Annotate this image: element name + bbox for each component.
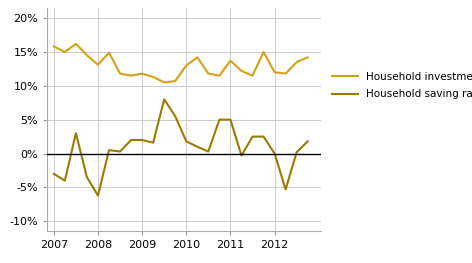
Household investment rate [305, 56, 311, 59]
Household investment rate [161, 81, 167, 84]
Household saving rate [261, 135, 266, 138]
Household investment rate [272, 71, 278, 74]
Household investment rate [106, 51, 112, 54]
Household investment rate [139, 72, 145, 75]
Legend: Household investment rate, Household saving rate: Household investment rate, Household sav… [329, 69, 472, 103]
Household investment rate [228, 59, 233, 62]
Household saving rate [73, 132, 79, 135]
Household investment rate [117, 72, 123, 75]
Household saving rate [217, 118, 222, 121]
Household investment rate [95, 63, 101, 66]
Household saving rate [117, 150, 123, 153]
Line: Household investment rate: Household investment rate [54, 44, 308, 82]
Household investment rate [217, 74, 222, 77]
Household saving rate [194, 145, 200, 148]
Household investment rate [261, 50, 266, 53]
Household investment rate [294, 60, 300, 64]
Household saving rate [272, 152, 278, 155]
Household saving rate [239, 154, 244, 157]
Household saving rate [62, 179, 67, 182]
Household investment rate [62, 50, 67, 53]
Household saving rate [84, 176, 90, 179]
Household investment rate [283, 72, 288, 75]
Household investment rate [239, 69, 244, 73]
Line: Household saving rate: Household saving rate [54, 99, 308, 195]
Household investment rate [184, 64, 189, 67]
Household saving rate [294, 151, 300, 154]
Household saving rate [250, 135, 255, 138]
Household investment rate [128, 74, 134, 77]
Household saving rate [95, 194, 101, 197]
Household saving rate [228, 118, 233, 121]
Household investment rate [194, 56, 200, 59]
Household saving rate [151, 141, 156, 144]
Household investment rate [172, 79, 178, 83]
Household saving rate [205, 150, 211, 153]
Household saving rate [161, 98, 167, 101]
Household investment rate [73, 42, 79, 45]
Household saving rate [172, 115, 178, 118]
Household investment rate [51, 45, 57, 48]
Household investment rate [151, 75, 156, 79]
Household saving rate [139, 138, 145, 141]
Household saving rate [128, 138, 134, 141]
Household saving rate [283, 188, 288, 191]
Household investment rate [250, 74, 255, 77]
Household investment rate [205, 72, 211, 75]
Household investment rate [84, 54, 90, 57]
Household saving rate [51, 172, 57, 175]
Household saving rate [184, 140, 189, 143]
Household saving rate [106, 149, 112, 152]
Household saving rate [305, 140, 311, 143]
